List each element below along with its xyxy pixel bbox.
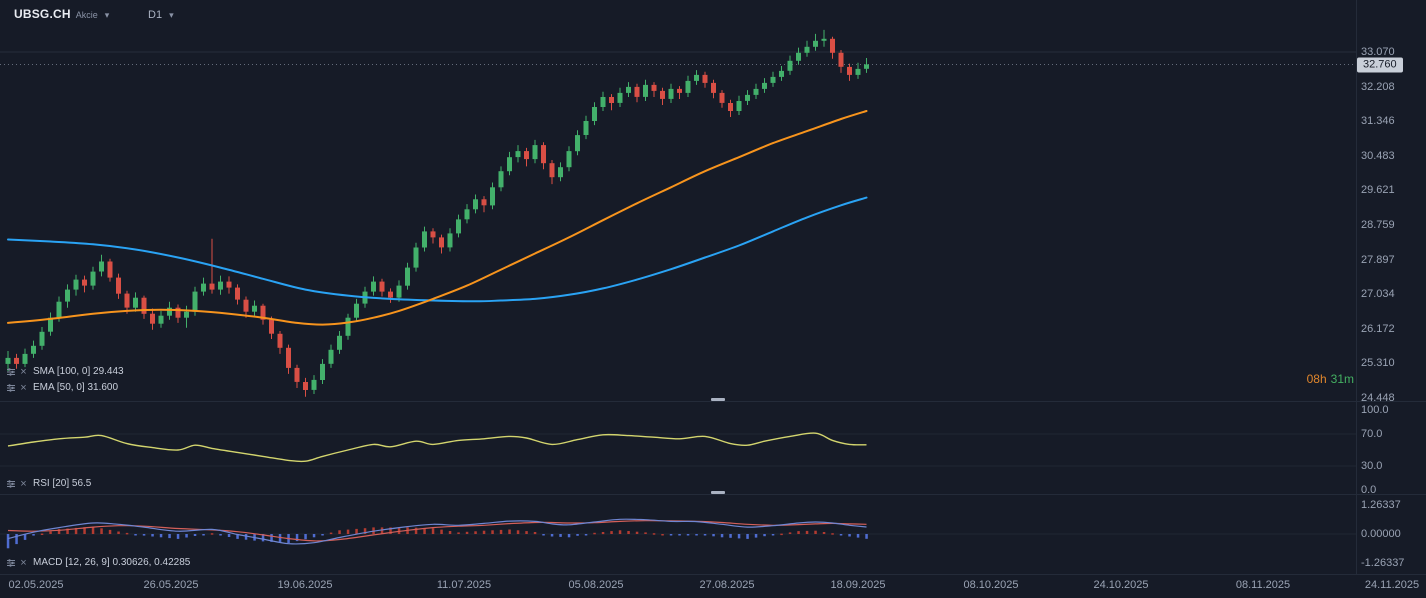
current-price-tag: 32.760	[1357, 57, 1403, 73]
price-axis-label: 33.070	[1361, 46, 1395, 58]
bar-countdown: 08h 31m	[1282, 372, 1354, 386]
panel-separator	[0, 401, 1426, 402]
rsi-indicator-label: RSI [20] 56.5	[33, 478, 92, 489]
rsi-axis-label: 100.0	[1361, 404, 1389, 416]
time-axis-label: 19.06.2025	[277, 579, 333, 591]
time-axis-label: 27.08.2025	[699, 579, 755, 591]
rsi-indicator-row: × RSI [20] 56.5	[4, 477, 91, 490]
timeframe-label: D1	[148, 9, 163, 21]
time-axis-separator	[0, 574, 1426, 575]
price-axis-separator	[1356, 0, 1357, 574]
countdown-hours: 08h	[1306, 372, 1327, 386]
sma-indicator-label: SMA [100, 0] 29.443	[33, 366, 124, 377]
price-axis-label: 29.621	[1361, 184, 1395, 197]
macd-axis-label: 1.26337	[1361, 498, 1401, 511]
right-axis[interactable]: 33.070 32.208 31.346 30.483 29.621 28.759 27.8…	[1356, 0, 1426, 574]
indicator-settings-icon[interactable]	[4, 366, 17, 378]
price-axis-label: 24.448	[1361, 392, 1395, 405]
time-axis-label: 11.07.2025	[436, 579, 492, 591]
macd-axis-label: 0.00000	[1361, 528, 1401, 540]
time-axis-label: 08.10.2025	[963, 579, 1019, 591]
sma-indicator-row: × SMA [100, 0] 29.443	[4, 365, 124, 378]
macd-indicator-row: × MACD [12, 26, 9] 0.30626, 0.42285	[4, 556, 190, 569]
indicator-close-icon[interactable]: ×	[20, 556, 27, 569]
symbol-selector[interactable]: UBSG.CH Akcie ▾	[14, 7, 109, 21]
indicator-settings-icon[interactable]	[4, 557, 17, 569]
chevron-down-icon: ▾	[169, 10, 174, 20]
time-axis-label: 24.11.2025	[1364, 579, 1420, 591]
indicator-close-icon[interactable]: ×	[20, 477, 27, 490]
macd-indicator-label: MACD [12, 26, 9] 0.30626, 0.42285	[33, 557, 191, 568]
indicator-settings-icon[interactable]	[4, 478, 17, 490]
price-axis-label: 30.483	[1361, 149, 1395, 162]
price-axis-label: 28.759	[1361, 219, 1395, 232]
time-axis[interactable]: 02.05.2025 26.05.2025 19.06.2025 11.07.2025…	[0, 574, 1426, 598]
panel-separator	[0, 494, 1426, 495]
rsi-axis-label: 30.0	[1361, 460, 1383, 472]
time-axis-label: 05.08.2025	[568, 579, 624, 591]
time-axis-label: 24.10.2025	[1093, 579, 1149, 591]
price-axis-label: 25.310	[1361, 357, 1395, 370]
countdown-minutes: 31m	[1330, 372, 1354, 386]
panel-resize-handle[interactable]	[711, 398, 725, 401]
price-axis-label: 26.172	[1361, 322, 1395, 335]
time-axis-label: 26.05.2025	[143, 579, 199, 591]
indicator-settings-icon[interactable]	[4, 382, 17, 394]
time-axis-label: 02.05.2025	[8, 579, 64, 591]
rsi-axis-label: 0.0	[1361, 484, 1377, 496]
indicator-close-icon[interactable]: ×	[20, 365, 27, 378]
macd-axis-label: -1.26337	[1361, 557, 1405, 570]
ema-indicator-row: × EMA [50, 0] 31.600	[4, 381, 118, 394]
time-axis-label: 08.11.2025	[1235, 579, 1291, 591]
price-axis-label: 27.897	[1361, 253, 1395, 266]
price-axis-label: 32.208	[1361, 80, 1395, 93]
chevron-down-icon: ▾	[104, 10, 110, 20]
symbol-name: UBSG.CH	[14, 7, 71, 21]
time-axis-label: 18.09.2025	[830, 579, 886, 591]
symbol-market-type: Akcie	[75, 10, 98, 20]
ema-indicator-label: EMA [50, 0] 31.600	[33, 382, 119, 393]
price-axis-label: 31.346	[1361, 115, 1395, 128]
price-axis-label: 27.034	[1361, 288, 1395, 301]
timeframe-selector[interactable]: D1 ▾	[148, 9, 174, 21]
rsi-axis-label: 70.0	[1361, 428, 1383, 440]
panel-resize-handle[interactable]	[711, 491, 725, 494]
indicator-close-icon[interactable]: ×	[20, 381, 27, 394]
